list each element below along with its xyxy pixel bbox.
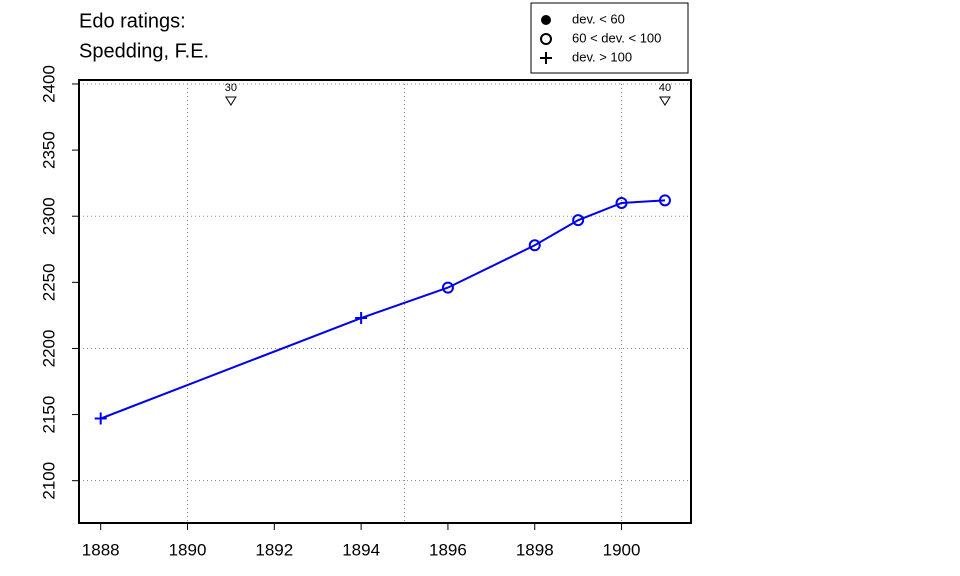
- point: [355, 312, 368, 325]
- annotation-label: 40: [659, 82, 671, 94]
- x-tick-label: 1896: [429, 540, 467, 559]
- chart-title: Edo ratings:: [79, 10, 186, 32]
- point: [658, 194, 671, 207]
- point: [94, 412, 107, 425]
- line: [100, 199, 666, 420]
- point: [615, 196, 628, 209]
- legend-label: 60 < dev. < 100: [572, 30, 661, 45]
- point: [528, 239, 541, 252]
- x-tick-label: 1894: [342, 540, 380, 559]
- annotation-label: 30: [225, 82, 237, 94]
- y-tick-label: 2300: [39, 197, 58, 235]
- legend-box: [530, 2, 689, 74]
- x-tick-label: 1900: [603, 540, 641, 559]
- y-tick-label: 2350: [39, 131, 58, 169]
- y-tick-label: 2100: [39, 462, 58, 500]
- x-tick-label: 1898: [516, 540, 554, 559]
- y-tick-label: 2200: [39, 330, 58, 368]
- legend-symbol: [540, 52, 552, 64]
- y-tick-label: 2150: [39, 396, 58, 434]
- y-tick-label: 2250: [39, 263, 58, 301]
- point: [572, 214, 585, 227]
- x-tick-label: 1892: [255, 540, 293, 559]
- x-tick-label: 1890: [169, 540, 207, 559]
- legend-label: dev. < 60: [572, 11, 625, 26]
- legend-symbol: [541, 15, 551, 25]
- plot-frame: [78, 79, 692, 524]
- annotation-marker: [659, 96, 671, 106]
- annotation-marker: [225, 96, 237, 106]
- chart-subtitle: Spedding, F.E.: [79, 40, 209, 62]
- y-tick-label: 2400: [39, 65, 58, 103]
- legend-symbol: [540, 33, 552, 45]
- legend-label: dev. > 100: [572, 49, 632, 64]
- point: [441, 281, 454, 294]
- x-tick-label: 1888: [82, 540, 120, 559]
